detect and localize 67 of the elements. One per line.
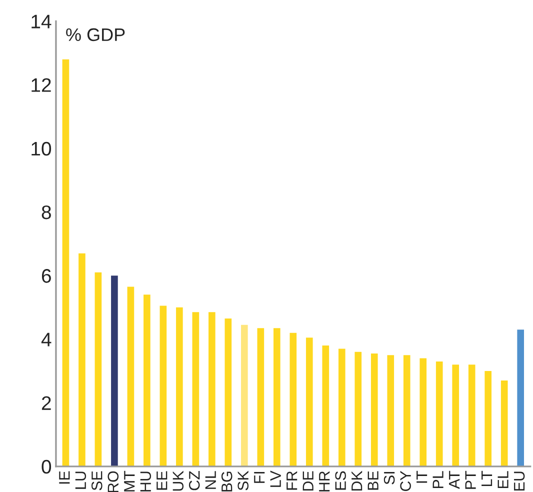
bar xyxy=(111,276,118,466)
x-tick-label: CY xyxy=(400,470,411,492)
x-tick-label: SE xyxy=(91,471,102,490)
x-tick-label: SK xyxy=(238,470,249,490)
x-tick-label: ES xyxy=(335,471,346,490)
bar xyxy=(500,380,508,466)
x-tick-label: FR xyxy=(286,471,298,490)
bar xyxy=(241,324,248,466)
bar xyxy=(452,364,460,466)
y-tick-label: 10 xyxy=(32,142,52,156)
bar xyxy=(420,358,427,466)
x-tick-label: MT xyxy=(124,470,135,492)
bar xyxy=(192,312,200,466)
bar xyxy=(160,306,167,466)
x-tick-label: IE xyxy=(59,471,70,484)
bar xyxy=(257,328,264,466)
bar xyxy=(436,361,443,466)
x-tick-label: SI xyxy=(384,472,395,484)
y-tick-label: 4 xyxy=(41,332,52,346)
y-tick-label: 8 xyxy=(42,205,51,220)
x-tick-label: DE xyxy=(302,471,314,491)
x-tick-label: RO xyxy=(108,471,119,492)
y-tick-label: 6 xyxy=(42,269,51,283)
y-tick-label: 12 xyxy=(32,78,51,92)
x-tick-label: EL xyxy=(498,471,508,488)
x-tick-label: EE xyxy=(156,471,168,490)
bar xyxy=(94,272,102,466)
bar xyxy=(387,355,394,466)
x-tick-label: PT xyxy=(465,470,476,489)
bar xyxy=(208,312,216,466)
x-tick-label: BE xyxy=(368,471,378,490)
bar xyxy=(484,371,492,466)
x-tick-label: HU xyxy=(140,472,152,492)
bar xyxy=(517,330,524,466)
y-tick-label: 2 xyxy=(42,396,51,410)
x-tick-label: AT xyxy=(449,470,460,489)
x-tick-label: FI xyxy=(254,472,265,483)
bar xyxy=(370,354,378,466)
bar xyxy=(354,352,362,466)
bar xyxy=(224,318,232,466)
bar xyxy=(468,364,476,466)
x-tick-label: LU xyxy=(75,472,86,489)
x-tick-label: BG xyxy=(221,472,232,492)
bar xyxy=(322,346,330,466)
x-tick-label: PL xyxy=(432,471,444,488)
bar xyxy=(127,286,134,466)
x-tick-label: UK xyxy=(172,470,184,491)
x-tick-label: HR xyxy=(319,471,330,492)
bar xyxy=(144,294,150,466)
bar xyxy=(78,253,86,466)
x-tick-label: LV xyxy=(270,470,281,487)
bar xyxy=(338,348,346,466)
y-tick-label: 14 xyxy=(32,14,52,28)
bar xyxy=(290,332,297,466)
bar xyxy=(306,338,313,466)
bar xyxy=(273,328,280,466)
x-tick-label: IT xyxy=(416,470,428,483)
x-tick-label: EU xyxy=(514,472,525,491)
x-tick-label: CZ xyxy=(188,471,200,490)
x-tick-label: LT xyxy=(482,470,492,486)
bar xyxy=(62,59,70,466)
x-tick-label: DK xyxy=(352,470,362,491)
x-tick-label: NL xyxy=(205,471,216,489)
bar xyxy=(403,355,410,466)
bar xyxy=(176,307,183,466)
y-tick-label: 0 xyxy=(42,460,52,474)
y-axis-title: % GDP xyxy=(66,28,125,42)
